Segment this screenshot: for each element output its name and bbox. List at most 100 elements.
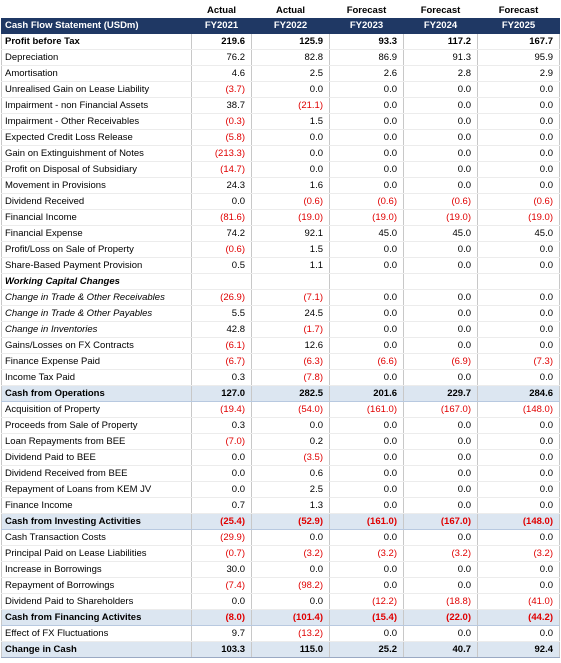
cell-value: 0.0 (477, 129, 560, 146)
table-row: Movement in Provisions 24.3 1.6 0.0 0.0 0.0 (1, 177, 560, 194)
cell-value: 0.0 (329, 97, 404, 114)
cell-value: (0.6) (403, 193, 478, 210)
cell-value: 0.0 (251, 417, 330, 434)
cell-value: 5.5 (191, 305, 252, 322)
cell-value: (98.2) (251, 577, 330, 594)
table-row: Dividend Received 0.0 (0.6) (0.6) (0.6) (0.6) (1, 193, 560, 210)
cell-value: 40.7 (403, 641, 478, 658)
row-label: Dividend Received (1, 193, 192, 210)
table-row: Finance Expense Paid (6.7) (6.3) (6.6) (6.9)… (1, 353, 560, 370)
cell-value: 2.5 (251, 481, 330, 498)
cell-value: 0.0 (477, 529, 560, 546)
cell-value: (6.6) (329, 353, 404, 370)
cell-value: 0.0 (329, 497, 404, 514)
column-status: Forecast (420, 5, 461, 16)
cell-value: 0.3 (191, 417, 252, 434)
cell-value: (19.0) (329, 209, 404, 226)
column-year: FY2022 (251, 18, 330, 34)
cell-value: 0.0 (477, 289, 560, 306)
cell-value: (19.0) (477, 209, 560, 226)
cell-value: 0.0 (403, 145, 478, 162)
cell-value: (41.0) (477, 593, 560, 610)
cell-value: (3.2) (251, 545, 330, 562)
cell-value: 82.8 (251, 49, 330, 66)
column-year: FY2024 (403, 18, 478, 34)
column-status: Actual (275, 5, 306, 16)
column-status: Forecast (498, 5, 539, 16)
cash-flow-table: Actual Actual Forecast Forecast Forecast Cas… (1, 3, 560, 658)
cell-value: 0.0 (251, 529, 330, 546)
cell-value: (167.0) (403, 401, 478, 418)
cell-value: 0.0 (403, 449, 478, 466)
cell-value: (18.8) (403, 593, 478, 610)
blank-cell (251, 273, 330, 290)
table-row: Share-Based Payment Provision 0.5 1.1 0.0 0.… (1, 257, 560, 274)
cell-value: 45.0 (403, 225, 478, 242)
cell-value: (7.1) (251, 289, 330, 306)
table-row: Finance Income 0.7 1.3 0.0 0.0 0.0 (1, 497, 560, 514)
cell-value: 42.8 (191, 321, 252, 338)
cell-value: 0.0 (477, 449, 560, 466)
cell-value: (3.5) (251, 449, 330, 466)
cell-value: (29.9) (191, 529, 252, 546)
table-row: Cash Transaction Costs (29.9) 0.0 0.0 0.0 0.0 (1, 529, 560, 546)
row-label: Change in Trade & Other Receivables (1, 289, 192, 306)
cell-value: 0.6 (251, 465, 330, 482)
cell-value: 0.0 (329, 113, 404, 130)
cell-value: 125.9 (251, 33, 330, 50)
row-label: Proceeds from Sale of Property (1, 417, 192, 434)
cell-value: 0.0 (251, 593, 330, 610)
cell-value: 0.0 (403, 369, 478, 386)
cell-value: 0.0 (329, 129, 404, 146)
table-row: Financial Expense 74.2 92.1 45.0 45.0 45.0 (1, 225, 560, 242)
cell-value: 0.0 (329, 561, 404, 578)
cell-value: (6.1) (191, 337, 252, 354)
cell-value: 0.0 (191, 593, 252, 610)
table-row: Change in Inventories 42.8 (1.7) 0.0 0.0 0.0 (1, 321, 560, 338)
cell-value: 0.0 (403, 577, 478, 594)
cell-value: (167.0) (403, 513, 478, 530)
table-row: Dividend Received from BEE 0.0 0.6 0.0 0.0 0.… (1, 465, 560, 482)
table-row: Dividend Paid to BEE 0.0 (3.5) 0.0 0.0 0.0 (1, 449, 560, 466)
table-body: Actual Actual Forecast Forecast Forecast Cas… (1, 3, 560, 658)
cell-value: 0.0 (477, 305, 560, 322)
cell-value: 1.5 (251, 241, 330, 258)
cell-value: 0.0 (403, 129, 478, 146)
cell-value: 0.0 (329, 145, 404, 162)
cell-value: (6.9) (403, 353, 478, 370)
cell-value: 0.0 (477, 417, 560, 434)
cell-value: (7.8) (251, 369, 330, 386)
cell-value: 0.0 (477, 369, 560, 386)
table-row: Loan Repayments from BEE (7.0) 0.2 0.0 0.0 0.… (1, 433, 560, 450)
column-status: Forecast (346, 5, 387, 16)
row-label: Profit before Tax (1, 33, 192, 50)
row-label: Dividend Paid to Shareholders (1, 593, 192, 610)
row-label: Cash from Financing Activites (1, 609, 192, 626)
table-row: Dividend Paid to Shareholders 0.0 0.0 (12.2… (1, 593, 560, 610)
cell-value: 0.0 (251, 161, 330, 178)
cell-value: (0.6) (251, 193, 330, 210)
cell-value: 0.0 (403, 289, 478, 306)
cell-value: 0.0 (477, 497, 560, 514)
cell-value: 103.3 (191, 641, 252, 658)
table-row: Change in Trade & Other Receivables (26.9… (1, 289, 560, 306)
cell-value: (3.2) (477, 545, 560, 562)
table-row: Repayment of Borrowings (7.4) (98.2) 0.0 0.0… (1, 577, 560, 594)
cell-value: (7.4) (191, 577, 252, 594)
row-label: Depreciation (1, 49, 192, 66)
cell-value: (3.7) (191, 81, 252, 98)
blank-cell (2, 3, 192, 18)
cell-value: 0.0 (403, 241, 478, 258)
cell-value: 0.0 (329, 289, 404, 306)
row-label: Loan Repayments from BEE (1, 433, 192, 450)
cell-value: (148.0) (477, 513, 560, 530)
cell-value: 229.7 (403, 385, 478, 402)
cell-value: 0.0 (403, 465, 478, 482)
cell-value: (161.0) (329, 401, 404, 418)
table-row: Impairment - non Financial Assets 38.7 (21… (1, 97, 560, 114)
cell-value: 0.0 (403, 561, 478, 578)
status-row: Actual Actual Forecast Forecast Forecast (2, 3, 560, 18)
cell-value: 76.2 (191, 49, 252, 66)
table-row: Change in Cash 103.3 115.0 25.2 40.7 92.4 (1, 641, 560, 658)
cell-value: (81.6) (191, 209, 252, 226)
